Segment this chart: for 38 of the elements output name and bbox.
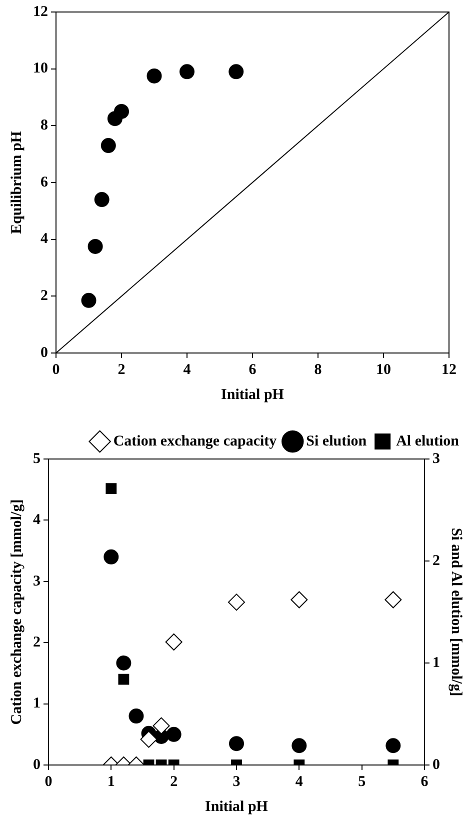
legend-label: Al elution	[396, 433, 460, 450]
y2-axis-title: Si and Al elution [mmol/g]	[448, 528, 464, 696]
y-tick-label: 4	[40, 231, 48, 248]
y-tick-label: 2	[40, 288, 48, 304]
y-tick-label: 0	[33, 756, 40, 773]
y-tick-label: 2	[33, 634, 40, 650]
x-tick-label: 2	[170, 774, 178, 790]
y-tick-label: 3	[33, 573, 40, 590]
x-tick-label: 5	[358, 774, 366, 790]
x-tick-label: 3	[232, 774, 240, 790]
y-tick-label: 6	[40, 174, 48, 190]
x-tick-label: 10	[376, 362, 391, 378]
y2-tick-label: 3	[432, 450, 440, 467]
y-tick-label: 1	[33, 696, 40, 712]
y-axis-title: Equilibrium pH	[8, 130, 25, 234]
x-axis-title: Initial pH	[221, 386, 284, 403]
x-tick-label: 4	[295, 774, 304, 790]
x-tick-label: 2	[118, 362, 126, 378]
y-tick-label: 0	[40, 344, 48, 361]
x-tick-label: 1	[107, 774, 115, 790]
y2-tick-label: 1	[432, 654, 440, 671]
y-tick-label: 12	[33, 4, 48, 20]
x-tick-label: 4	[183, 362, 192, 378]
x-tick-label: 0	[52, 362, 60, 378]
y-axis-title: Cation exchange capacity [mmol/g]	[8, 499, 25, 725]
y-tick-label: 10	[33, 60, 48, 77]
x-tick-label: 8	[314, 362, 322, 378]
legend-label: Si elution	[306, 433, 368, 450]
y-tick-label: 4	[33, 512, 41, 528]
x-tick-label: 12	[442, 362, 456, 378]
y2-tick-label: 0	[432, 756, 440, 773]
x-axis-title: Initial pH	[205, 798, 268, 815]
y-tick-label: 8	[40, 118, 48, 134]
y2-tick-label: 2	[432, 552, 440, 569]
x-tick-label: 6	[248, 362, 257, 378]
x-tick-label: 6	[420, 774, 429, 790]
y-tick-label: 5	[33, 450, 40, 467]
legend-label: Cation exchange capacity	[113, 433, 278, 450]
